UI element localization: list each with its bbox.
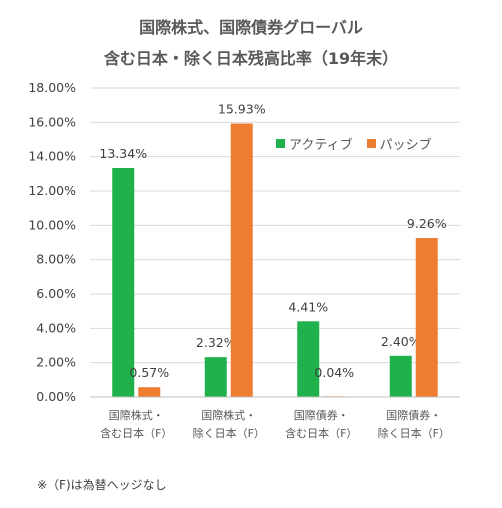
x-tick-label: 除く日本（F） — [193, 426, 265, 440]
x-tick-label: 国際債券・ — [386, 408, 441, 422]
x-tick-label: 国際株式・ — [201, 408, 256, 422]
y-tick-label: 18.00% — [28, 80, 76, 95]
x-tick-label: 除く日本（F） — [378, 426, 450, 440]
legend-swatch-active — [276, 139, 285, 148]
legend-swatch-passive — [366, 139, 376, 148]
bar-passive — [138, 387, 161, 397]
bar-passive — [230, 123, 253, 397]
y-tick-label: 10.00% — [28, 217, 76, 232]
x-tick-label: 含む日本（F） — [285, 426, 357, 440]
data-label: 0.57% — [129, 365, 169, 380]
y-tick-label: 6.00% — [36, 286, 76, 301]
x-tick-label: 含む日本（F） — [100, 426, 172, 440]
legend-item-passive: パッシブ — [366, 134, 432, 153]
chart-title-line-1: 国際株式、国際債券グローバル — [139, 18, 363, 37]
chart-title-line-2: 含む日本・除く日本残高比率（19年末） — [103, 49, 399, 68]
y-tick-label: 2.00% — [36, 355, 76, 370]
bar-active — [204, 357, 227, 397]
bar-passive — [415, 238, 438, 397]
data-label: 9.26% — [407, 216, 447, 231]
footnote: ※（F)は為替ヘッジなし — [37, 478, 167, 492]
y-tick-label: 14.00% — [28, 149, 76, 164]
y-tick-label: 12.00% — [28, 183, 76, 198]
legend: アクティブ パッシブ — [276, 134, 432, 153]
legend-label-passive: パッシブ — [379, 138, 432, 153]
data-label: 13.34% — [99, 146, 147, 161]
bar-active — [112, 167, 135, 397]
data-label: 2.40% — [381, 334, 421, 349]
bar-active — [297, 321, 320, 397]
data-label: 0.04% — [314, 365, 354, 380]
data-label: 15.93% — [218, 102, 266, 117]
y-tick-label: 8.00% — [36, 252, 76, 267]
data-label: 2.32% — [196, 335, 236, 350]
legend-item-active: アクティブ — [276, 134, 353, 153]
y-tick-label: 4.00% — [36, 320, 76, 335]
y-tick-label: 0.00% — [36, 389, 76, 404]
bar-active — [389, 355, 412, 397]
data-label: 4.41% — [288, 299, 328, 314]
x-tick-label: 国際債券・ — [294, 408, 349, 422]
x-tick-label: 国際株式・ — [109, 408, 164, 422]
legend-label-active: アクティブ — [289, 138, 353, 153]
y-tick-label: 16.00% — [28, 114, 76, 129]
